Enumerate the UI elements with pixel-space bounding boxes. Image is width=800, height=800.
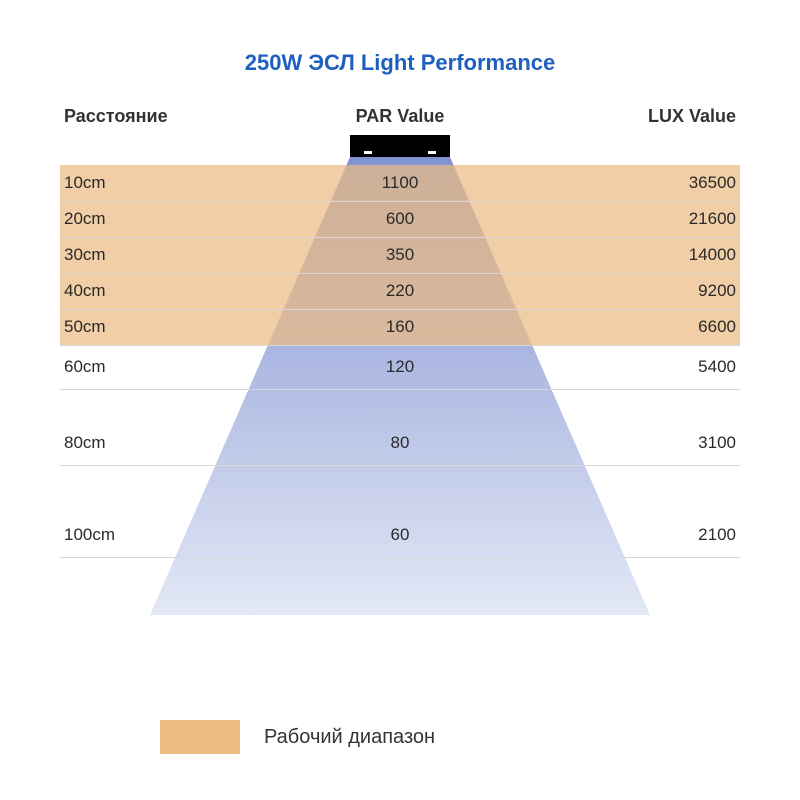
light-fixture-icon xyxy=(350,135,450,157)
col-header-lux: LUX Value xyxy=(540,106,740,127)
cell-lux: 14000 xyxy=(540,245,740,265)
cell-distance: 30cm xyxy=(60,245,260,265)
cell-lux: 36500 xyxy=(540,173,740,193)
cell-distance: 20cm xyxy=(60,209,260,229)
table-row: 40cm2209200 xyxy=(60,273,740,309)
gridline xyxy=(60,557,740,558)
gridline xyxy=(60,465,740,466)
cell-par: 220 xyxy=(260,281,540,301)
table-row: 100cm602100 xyxy=(60,513,740,557)
table-header: Расстояние PAR Value LUX Value xyxy=(60,106,740,127)
chart-area: 10cm11003650020cm6002160030cm3501400040c… xyxy=(60,135,740,615)
cell-distance: 100cm xyxy=(60,525,260,545)
cell-par: 350 xyxy=(260,245,540,265)
legend-swatch xyxy=(160,720,240,754)
col-header-distance: Расстояние xyxy=(60,106,260,127)
gridline xyxy=(60,237,740,238)
table-body: 10cm11003650020cm6002160030cm3501400040c… xyxy=(60,135,740,615)
cell-par: 160 xyxy=(260,317,540,337)
cell-lux: 5400 xyxy=(540,357,740,377)
table-row: 50cm1606600 xyxy=(60,309,740,345)
table-row: 20cm60021600 xyxy=(60,201,740,237)
cell-par: 60 xyxy=(260,525,540,545)
cell-par: 1100 xyxy=(260,173,540,193)
legend-label: Рабочий диапазон xyxy=(264,726,435,749)
cell-lux: 3100 xyxy=(540,433,740,453)
legend: Рабочий диапазон xyxy=(160,720,435,754)
page-title: 250W ЭСЛ Light Performance xyxy=(60,50,740,76)
cell-par: 600 xyxy=(260,209,540,229)
table-row: 10cm110036500 xyxy=(60,165,740,201)
gridline xyxy=(60,389,740,390)
col-header-par: PAR Value xyxy=(260,106,540,127)
table-row: 30cm35014000 xyxy=(60,237,740,273)
cell-par: 80 xyxy=(260,433,540,453)
cell-lux: 21600 xyxy=(540,209,740,229)
gridline xyxy=(60,309,740,310)
cell-lux: 2100 xyxy=(540,525,740,545)
table-row: 60cm1205400 xyxy=(60,345,740,389)
cell-par: 120 xyxy=(260,357,540,377)
cell-lux: 6600 xyxy=(540,317,740,337)
cell-distance: 50cm xyxy=(60,317,260,337)
cell-distance: 80cm xyxy=(60,433,260,453)
gridline xyxy=(60,201,740,202)
cell-lux: 9200 xyxy=(540,281,740,301)
cell-distance: 10cm xyxy=(60,173,260,193)
gridline xyxy=(60,345,740,346)
table-row: 80cm803100 xyxy=(60,421,740,465)
cell-distance: 60cm xyxy=(60,357,260,377)
cell-distance: 40cm xyxy=(60,281,260,301)
gridline xyxy=(60,273,740,274)
